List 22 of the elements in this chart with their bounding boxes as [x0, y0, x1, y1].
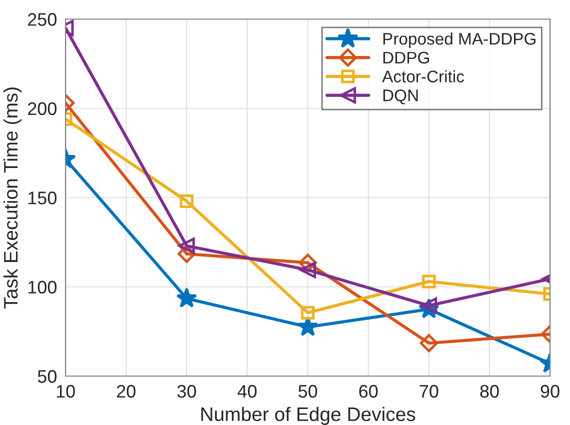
legend-label: DQN [383, 90, 418, 104]
y-tick-label: 150 [28, 192, 57, 204]
legend-label: DDPG [383, 52, 429, 64]
point [300, 262, 316, 278]
x-tick-label: 60 [359, 384, 378, 398]
y-tick-label: 50 [38, 370, 57, 383]
legend-label: Proposed MA-DDPG [383, 32, 536, 48]
x-tick-label: 50 [298, 384, 318, 398]
x-tick-label: 40 [238, 384, 257, 398]
x-tick-label: 10 [56, 384, 75, 398]
x-axis-title: Number of Edge Devices [201, 406, 416, 425]
x-tick-label: 90 [540, 384, 560, 398]
y-axis-title: Task Execution Time (ms) [3, 88, 22, 308]
y-tick-label: 200 [28, 102, 57, 116]
x-tick-label: 80 [480, 384, 499, 398]
x-tick-label: 20 [116, 384, 136, 398]
y-tick-label: 250 [28, 13, 57, 26]
x-tick-label: 30 [177, 384, 196, 398]
point [300, 306, 315, 320]
legend-label: Actor-Critic [382, 70, 464, 82]
y-tick-label: 100 [28, 280, 57, 294]
x-tick-label: 70 [420, 384, 438, 398]
